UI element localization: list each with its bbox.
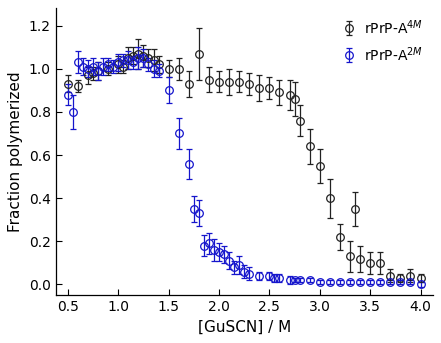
Legend: rPrP-A$^{4M}$, rPrP-A$^{2M}$: rPrP-A$^{4M}$, rPrP-A$^{2M}$: [339, 15, 426, 66]
Y-axis label: Fraction polymerized: Fraction polymerized: [8, 71, 23, 232]
X-axis label: [GuSCN] / M: [GuSCN] / M: [198, 320, 291, 335]
